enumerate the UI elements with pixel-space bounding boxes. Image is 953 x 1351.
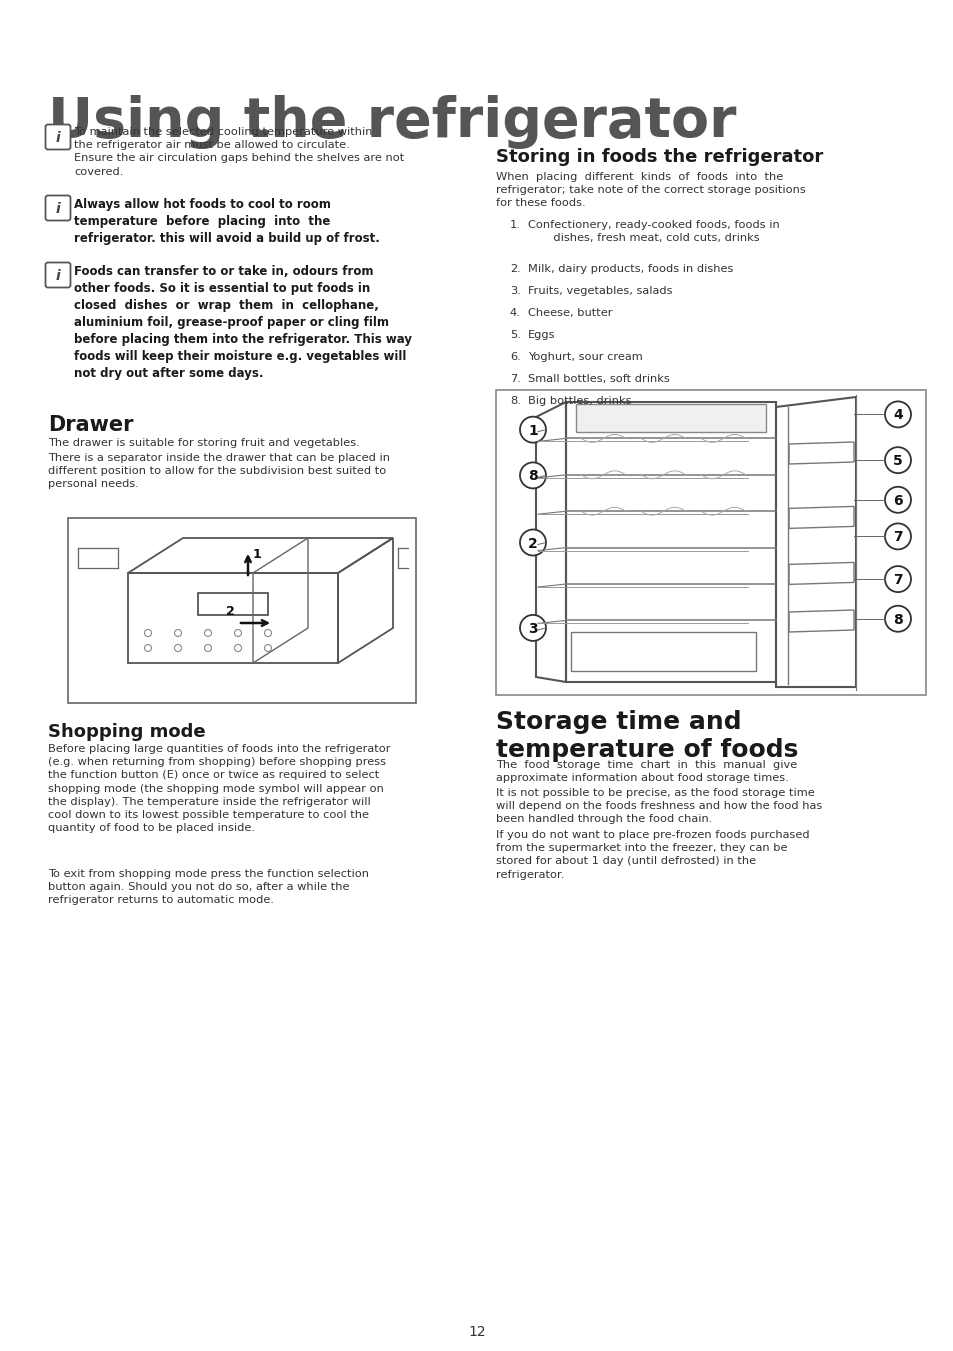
Text: Yoghurt, sour cream: Yoghurt, sour cream bbox=[527, 353, 642, 362]
Circle shape bbox=[519, 416, 545, 443]
Text: 7: 7 bbox=[892, 573, 902, 588]
Text: Milk, dairy products, foods in dishes: Milk, dairy products, foods in dishes bbox=[527, 263, 733, 274]
Text: Confectionery, ready-cooked foods, foods in
       dishes, fresh meat, cold cuts: Confectionery, ready-cooked foods, foods… bbox=[527, 220, 779, 243]
Text: To exit from shopping mode press the function selection
button again. Should you: To exit from shopping mode press the fun… bbox=[48, 869, 369, 905]
FancyBboxPatch shape bbox=[46, 262, 71, 288]
Text: temperature of foods: temperature of foods bbox=[496, 738, 798, 762]
Text: 5.: 5. bbox=[510, 330, 520, 340]
FancyBboxPatch shape bbox=[46, 124, 71, 150]
Text: Big bottles, drinks: Big bottles, drinks bbox=[527, 396, 631, 407]
Text: i: i bbox=[55, 269, 60, 282]
Text: 7: 7 bbox=[892, 531, 902, 544]
Text: 8.: 8. bbox=[510, 396, 520, 407]
Text: Always allow hot foods to cool to room
temperature  before  placing  into  the
r: Always allow hot foods to cool to room t… bbox=[74, 199, 379, 245]
Bar bbox=[571, 632, 755, 671]
Text: 8: 8 bbox=[892, 613, 902, 627]
Circle shape bbox=[519, 462, 545, 489]
Circle shape bbox=[884, 447, 910, 473]
Circle shape bbox=[884, 486, 910, 513]
Circle shape bbox=[884, 566, 910, 592]
Text: Cheese, butter: Cheese, butter bbox=[527, 308, 612, 317]
Text: 3.: 3. bbox=[510, 286, 520, 296]
Text: 2.: 2. bbox=[510, 263, 520, 274]
Bar bbox=[68, 517, 416, 703]
Text: There is a separator inside the drawer that can be placed in
different position : There is a separator inside the drawer t… bbox=[48, 453, 390, 489]
Text: 1: 1 bbox=[253, 549, 261, 561]
Text: i: i bbox=[55, 131, 60, 145]
Circle shape bbox=[519, 615, 545, 640]
Text: Before placing large quantities of foods into the refrigerator
(e.g. when return: Before placing large quantities of foods… bbox=[48, 744, 390, 834]
Text: Small bottles, soft drinks: Small bottles, soft drinks bbox=[527, 374, 669, 384]
Text: 1.: 1. bbox=[510, 220, 520, 230]
FancyBboxPatch shape bbox=[46, 196, 71, 220]
Text: 2: 2 bbox=[528, 536, 537, 550]
Text: If you do not want to place pre-frozen foods purchased
from the supermarket into: If you do not want to place pre-frozen f… bbox=[496, 830, 809, 880]
Text: 7.: 7. bbox=[510, 374, 520, 384]
Text: 12: 12 bbox=[468, 1325, 485, 1339]
Text: 2: 2 bbox=[226, 605, 234, 617]
Text: Shopping mode: Shopping mode bbox=[48, 723, 206, 740]
Circle shape bbox=[884, 401, 910, 427]
Text: i: i bbox=[55, 203, 60, 216]
Circle shape bbox=[884, 523, 910, 550]
Text: 4: 4 bbox=[892, 408, 902, 423]
Circle shape bbox=[519, 530, 545, 555]
Text: It is not possible to be precise, as the food storage time
will depend on the fo: It is not possible to be precise, as the… bbox=[496, 788, 821, 824]
Text: 1: 1 bbox=[528, 424, 537, 438]
Text: The drawer is suitable for storing fruit and vegetables.: The drawer is suitable for storing fruit… bbox=[48, 438, 359, 449]
Text: To maintain the selected cooling temperature within
the refrigerator air must be: To maintain the selected cooling tempera… bbox=[74, 127, 404, 177]
Text: Eggs: Eggs bbox=[527, 330, 555, 340]
Text: Drawer: Drawer bbox=[48, 415, 133, 435]
Bar bbox=[128, 573, 337, 663]
Text: 3: 3 bbox=[528, 621, 537, 636]
Text: The  food  storage  time  chart  in  this  manual  give
approximate information : The food storage time chart in this manu… bbox=[496, 761, 797, 784]
Text: Foods can transfer to or take in, odours from
other foods. So it is essential to: Foods can transfer to or take in, odours… bbox=[74, 265, 412, 380]
Text: 6: 6 bbox=[892, 494, 902, 508]
Text: 6.: 6. bbox=[510, 353, 520, 362]
Bar bbox=[565, 403, 775, 682]
Circle shape bbox=[884, 605, 910, 632]
Text: Using the refrigerator: Using the refrigerator bbox=[48, 95, 736, 149]
Text: Storing in foods the refrigerator: Storing in foods the refrigerator bbox=[496, 149, 822, 166]
Text: When  placing  different  kinds  of  foods  into  the
refrigerator; take note of: When placing different kinds of foods in… bbox=[496, 172, 805, 208]
Text: 5: 5 bbox=[892, 454, 902, 469]
Text: Storage time and: Storage time and bbox=[496, 711, 740, 734]
Bar bbox=[198, 593, 268, 615]
Bar bbox=[496, 390, 925, 694]
Bar bbox=[576, 404, 765, 432]
Text: Fruits, vegetables, salads: Fruits, vegetables, salads bbox=[527, 286, 672, 296]
Text: 4.: 4. bbox=[510, 308, 520, 317]
Text: 8: 8 bbox=[528, 469, 537, 484]
